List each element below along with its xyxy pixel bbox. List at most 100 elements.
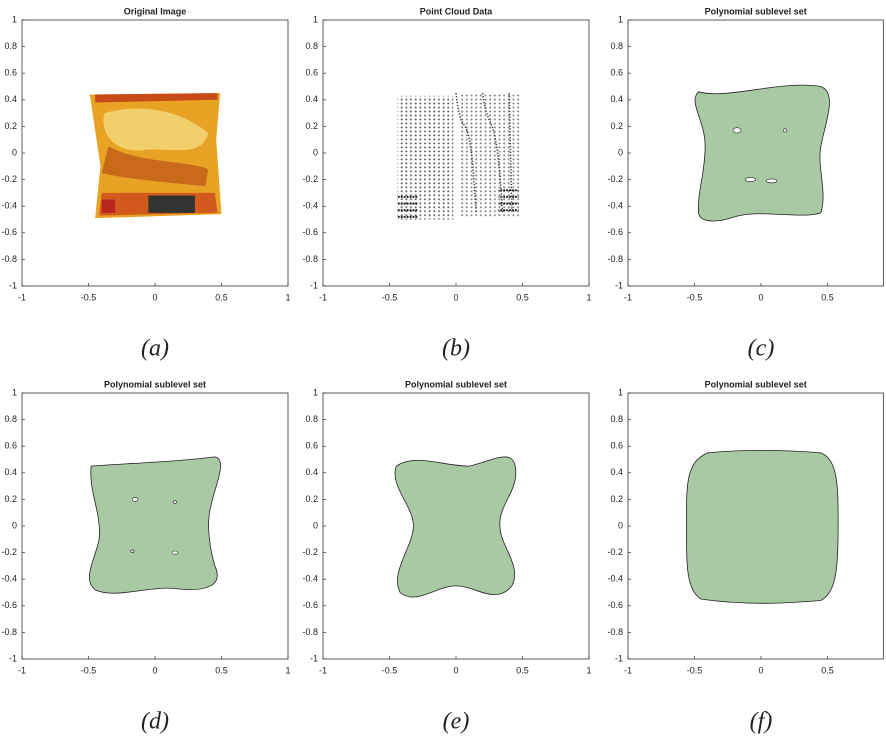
y-tick-label: -0.8 <box>607 254 623 264</box>
y-tick-label: -0.8 <box>1 627 17 637</box>
y-tick-label: 0.6 <box>305 441 318 451</box>
x-tick-label: -0.5 <box>687 292 703 302</box>
y-tick-label: 1 <box>12 387 17 397</box>
x-tick-label: -0.5 <box>687 665 703 675</box>
y-tick-label: -1 <box>9 653 17 663</box>
y-tick-label: 0.4 <box>4 467 17 477</box>
y-tick-label: 0.2 <box>610 121 623 131</box>
y-tick-label: -0.8 <box>607 627 623 637</box>
y-tick-label: -0.2 <box>607 174 623 184</box>
y-tick-label: -0.6 <box>607 227 623 237</box>
panel-title: Polynomial sublevel set <box>104 379 206 389</box>
panel-caption: (b) <box>442 336 470 362</box>
y-tick-label: 0.8 <box>4 414 17 424</box>
y-tick-label: 0.6 <box>305 68 318 78</box>
y-tick-label: -0.2 <box>1 547 17 557</box>
y-tick-label: -1 <box>9 280 17 290</box>
y-tick-label: -1 <box>310 653 318 663</box>
panel-title: Polynomial sublevel set <box>705 379 807 389</box>
y-tick-label: 0.4 <box>610 467 623 477</box>
x-tick-label: -0.5 <box>81 292 97 302</box>
y-tick-label: 0.8 <box>610 414 623 424</box>
y-tick-label: 0 <box>618 147 623 157</box>
y-tick-label: -0.6 <box>302 227 318 237</box>
y-tick-label: 1 <box>618 387 623 397</box>
figure: Original Image -1 -0.8 -0.6 -0.4 -0.2 0 0.2 0.4 0… <box>0 0 886 737</box>
panel-caption: (c) <box>748 336 775 362</box>
sublevel-set <box>686 450 838 603</box>
y-tick-label: 0.2 <box>305 494 318 504</box>
y-tick-label: 0.8 <box>305 41 318 51</box>
sublevel-set <box>395 457 516 597</box>
y-tick-label: -0.8 <box>302 254 318 264</box>
y-tick-label: -0.4 <box>302 201 318 211</box>
y-tick-label: 0.2 <box>610 494 623 504</box>
x-tick-label: -1 <box>319 665 327 675</box>
y-tick-label: 0.4 <box>610 94 623 104</box>
y-tick-label: -0.4 <box>607 574 623 584</box>
y-tick-label: 0.2 <box>4 121 17 131</box>
panel-title: Polynomial sublevel set <box>705 6 807 16</box>
x-tick-label: 0.5 <box>516 665 529 675</box>
y-tick-label: -0.2 <box>302 547 318 557</box>
y-tick-label: -0.4 <box>607 201 623 211</box>
plot-frame <box>323 20 589 286</box>
x-tick-label: 0.5 <box>516 292 529 302</box>
y-tick-label: -0.2 <box>1 174 17 184</box>
y-tick-label: -0.4 <box>1 201 17 211</box>
y-tick-label: 0.6 <box>4 441 17 451</box>
y-tick-label: 0.8 <box>610 41 623 51</box>
x-tick-label: 1 <box>285 665 290 675</box>
y-tick-label: 0.4 <box>305 94 318 104</box>
y-tick-label: 0 <box>618 520 623 530</box>
x-tick-label: 0 <box>152 665 157 675</box>
panel-caption: (a) <box>141 336 169 362</box>
y-tick-label: 1 <box>313 387 318 397</box>
y-tick-label: -1 <box>615 653 623 663</box>
y-tick-label: -0.4 <box>1 574 17 584</box>
y-tick-label: 0.6 <box>610 441 623 451</box>
y-tick-label: -0.6 <box>1 600 17 610</box>
point-cloud <box>397 93 521 219</box>
y-tick-label: 0.6 <box>4 68 17 78</box>
x-tick-label: -0.5 <box>382 292 398 302</box>
x-tick-label: 1 <box>285 292 290 302</box>
x-tick-label: 1 <box>586 292 591 302</box>
y-tick-label: 0.8 <box>305 414 318 424</box>
y-tick-label: -0.8 <box>302 627 318 637</box>
panel-caption: (f) <box>750 709 773 735</box>
y-tick-label: -0.2 <box>607 547 623 557</box>
x-tick-label: -1 <box>624 665 632 675</box>
y-tick-label: 0.6 <box>610 68 623 78</box>
y-tick-label: -1 <box>310 280 318 290</box>
y-tick-label: -1 <box>615 280 623 290</box>
photo <box>90 93 222 218</box>
x-tick-label: 0.5 <box>821 292 834 302</box>
panel-caption: (d) <box>141 709 169 735</box>
x-tick-label: 0 <box>453 292 458 302</box>
y-tick-label: -0.6 <box>607 600 623 610</box>
panel-title: Original Image <box>124 6 187 16</box>
y-tick-label: -0.2 <box>302 174 318 184</box>
panel-title: Point Cloud Data <box>420 6 493 16</box>
y-tick-label: 0 <box>12 520 17 530</box>
x-tick-label: 0.5 <box>215 292 228 302</box>
x-tick-label: 0.5 <box>821 665 834 675</box>
panel-title: Polynomial sublevel set <box>405 379 507 389</box>
x-tick-label: -0.5 <box>382 665 398 675</box>
y-tick-label: 1 <box>618 14 623 24</box>
y-tick-label: 0.4 <box>305 467 318 477</box>
x-tick-label: -1 <box>18 665 26 675</box>
y-tick-label: 1 <box>12 14 17 24</box>
y-tick-label: -0.6 <box>1 227 17 237</box>
sublevel-set <box>89 457 220 593</box>
x-tick-label: -1 <box>18 292 26 302</box>
x-tick-label: 0 <box>758 292 763 302</box>
x-tick-label: 1 <box>586 665 591 675</box>
x-tick-label: -1 <box>624 292 632 302</box>
y-tick-label: 0 <box>12 147 17 157</box>
y-tick-label: 0.2 <box>305 121 318 131</box>
y-tick-label: -0.4 <box>302 574 318 584</box>
y-tick-label: 0.2 <box>4 494 17 504</box>
sublevel-set <box>695 85 829 221</box>
